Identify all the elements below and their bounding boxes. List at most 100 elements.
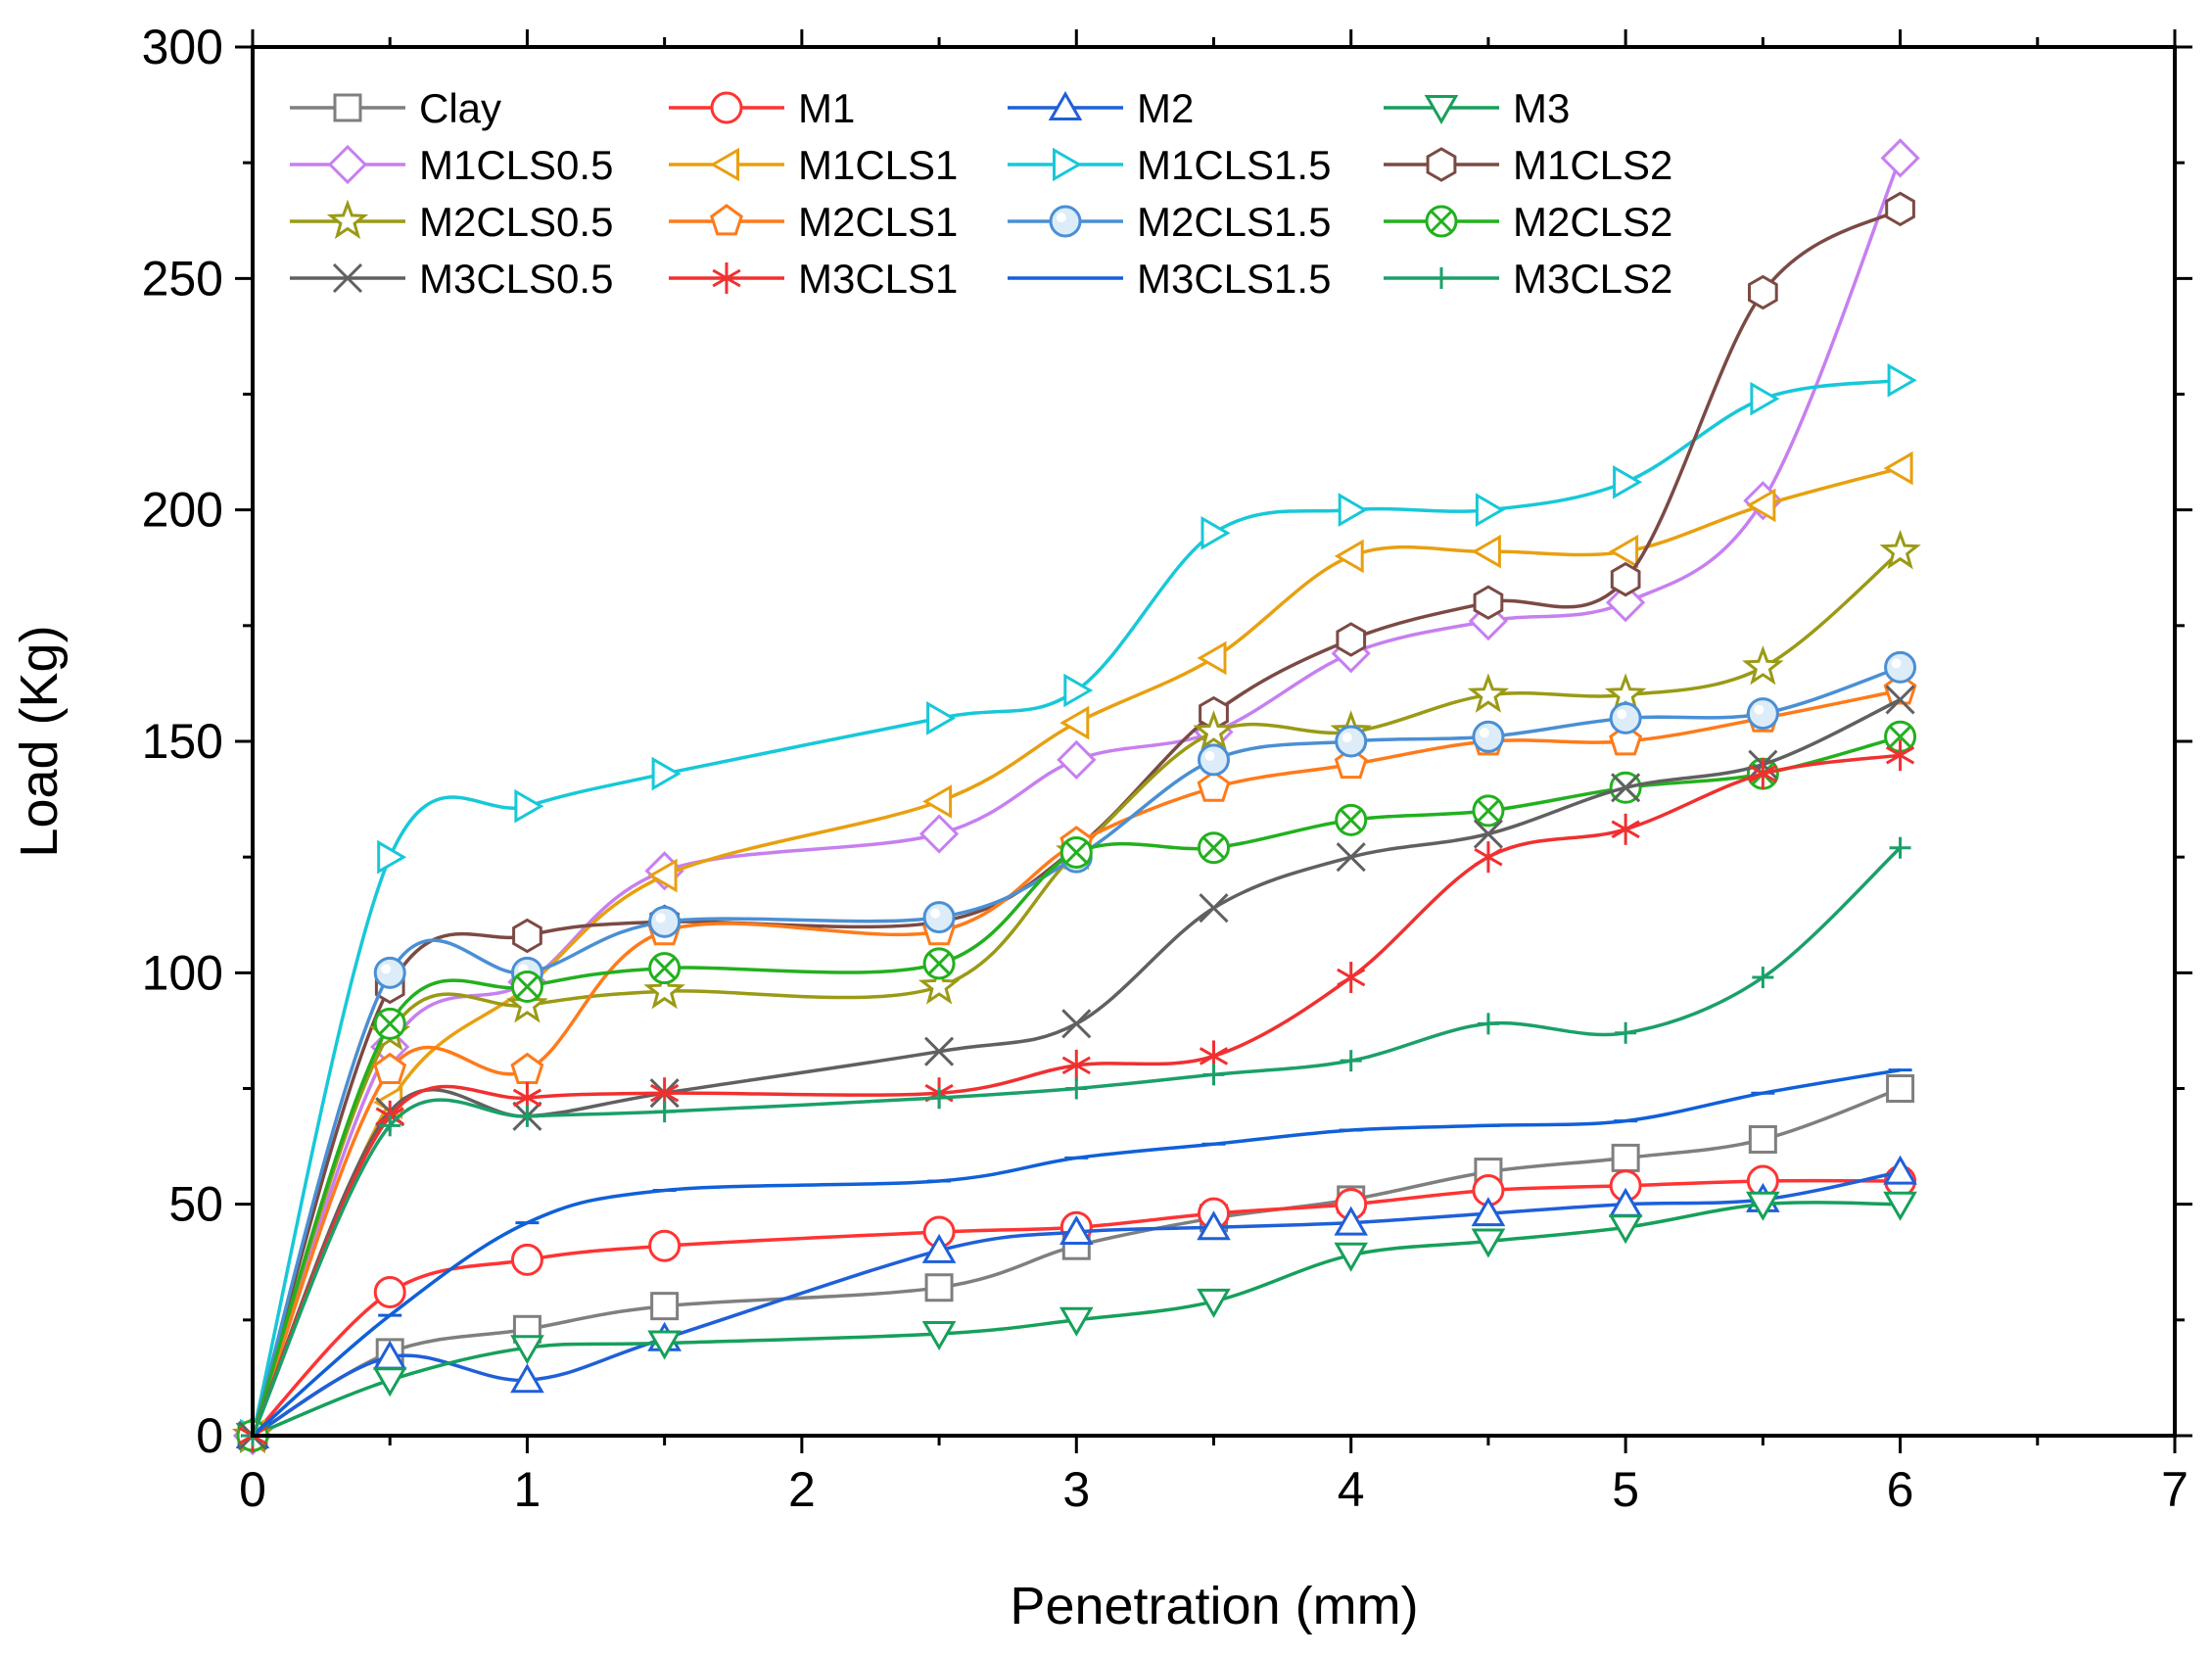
x-tick-label: 5 [1612, 1462, 1639, 1517]
data-point-m3cls2 [379, 1114, 401, 1137]
series-m3cls0-5 [237, 685, 1915, 1451]
data-point-m3 [1059, 1306, 1094, 1337]
legend-label: M1CLS2 [1513, 142, 1672, 188]
data-point-m3cls2 [928, 1086, 951, 1109]
data-point-m1cls1-5 [1887, 363, 1917, 398]
data-point-m3cls2 [1065, 1077, 1088, 1100]
data-point-m2 [510, 1363, 544, 1394]
legend-item: M3CLS0.5 [290, 256, 613, 302]
data-point-m3cls0-5 [1061, 1009, 1092, 1039]
legend-marker [712, 262, 741, 294]
legend-label: M2CLS1.5 [1137, 199, 1331, 245]
y-tick-label: 150 [142, 714, 223, 769]
data-point-m1 [648, 1229, 682, 1262]
tick-labels: 0 1 2 3 4 5 6 7 0 50 100 150 200 250 300 [142, 20, 2188, 1517]
x-tick-label: 6 [1887, 1462, 1914, 1517]
legend-item: M3CLS1 [669, 256, 958, 302]
data-point-m3cls2 [1615, 1021, 1637, 1044]
data-point-m3 [372, 1367, 407, 1397]
data-point-m3 [1883, 1191, 1917, 1221]
legend-item: M2 [1008, 85, 1194, 131]
data-point-m2cls1-5 [1472, 720, 1505, 753]
data-point-m2cls2 [1198, 831, 1230, 865]
x-tick-label: 2 [788, 1462, 816, 1517]
data-point-m3cls1 [1611, 813, 1640, 845]
data-point-m2cls1-5 [1609, 701, 1642, 734]
data-point-m2cls2 [648, 952, 682, 985]
data-point-clay [924, 1273, 954, 1302]
data-point-m3cls2 [653, 1101, 676, 1123]
data-point-m2cls2 [1059, 835, 1093, 869]
data-point-m1cls1 [1883, 450, 1913, 486]
data-point-m1cls1-5 [1200, 516, 1231, 550]
data-point-m2cls2 [510, 971, 543, 1004]
data-point-m1cls1 [1746, 488, 1776, 523]
data-point-m2cls1-5 [1884, 650, 1917, 684]
data-point-m2cls1-5 [648, 905, 682, 938]
data-point-m1cls1-5 [514, 788, 544, 824]
data-point-m1cls1-5 [926, 700, 957, 735]
data-point-m3cls1 [1748, 758, 1777, 790]
data-point-m2cls0-5 [643, 969, 685, 1010]
legend-marker [1431, 267, 1452, 289]
data-point-m1cls1 [1609, 534, 1639, 569]
data-point-m2cls0-5 [506, 983, 548, 1023]
legend-item: M2CLS0.5 [290, 199, 613, 245]
data-point-m2 [1059, 1214, 1094, 1245]
data-point-m1cls2 [1473, 585, 1504, 620]
data-point-m3cls0-5 [1885, 685, 1915, 715]
x-axis-title: Penetration (mm) [1010, 1577, 1418, 1635]
legend-label: M3CLS1 [798, 256, 958, 302]
data-point-m3cls1 [1474, 841, 1503, 874]
legend-label: M1CLS0.5 [419, 142, 613, 188]
legend-marker [326, 199, 369, 240]
data-point-m1cls0-5 [1057, 739, 1097, 781]
legend-marker [710, 204, 743, 236]
data-point-m2cls0-5 [1193, 710, 1235, 750]
x-tick-label: 7 [2161, 1462, 2188, 1517]
legend-label: M1CLS1 [798, 142, 958, 188]
data-point-m2cls2 [922, 947, 956, 980]
data-point-m3 [1197, 1288, 1231, 1318]
data-point-m3 [1334, 1242, 1368, 1272]
data-point-m3cls2 [1202, 1064, 1225, 1086]
series-line-m3cls2 [251, 846, 1902, 1437]
series-m1cls1 [235, 450, 1913, 1453]
data-point-m3cls1 [1061, 1049, 1091, 1081]
data-point-m2cls1 [1883, 673, 1917, 705]
x-tick-label: 0 [239, 1462, 266, 1517]
data-point-m1cls1 [1197, 640, 1227, 676]
legend-item: M1CLS2 [1384, 142, 1672, 188]
data-point-m2 [921, 1233, 957, 1263]
data-point-m2 [1883, 1155, 1917, 1185]
data-point-m3cls2 [1340, 1050, 1362, 1072]
legend-marker [1426, 147, 1457, 182]
legend-marker [333, 93, 362, 122]
legend-item: M1CLS1 [669, 142, 958, 188]
x-tick-label: 4 [1338, 1462, 1365, 1517]
data-point-m2cls1 [1334, 746, 1368, 780]
legend-label: M2CLS2 [1513, 199, 1672, 245]
series-m3cls2 [242, 836, 1911, 1446]
data-point-m3cls0-5 [1336, 842, 1366, 873]
data-point-m1cls1-5 [1475, 493, 1505, 527]
data-point-m1cls1-5 [1750, 381, 1780, 416]
legend-marker [327, 144, 368, 185]
y-tick-label: 100 [142, 945, 223, 1000]
data-point-m2cls2 [373, 1007, 406, 1040]
data-point-m2cls0-5 [1467, 673, 1510, 713]
data-point-m2cls1 [1197, 770, 1231, 802]
data-point-m1cls2 [1336, 622, 1367, 657]
data-point-m3cls0-5 [924, 1036, 955, 1066]
y-tick-label: 0 [196, 1408, 223, 1463]
data-point-m1cls1 [647, 858, 678, 893]
legend-label: M3CLS1.5 [1137, 256, 1331, 302]
data-point-m3cls2 [1477, 1013, 1499, 1035]
legend-label: M3CLS0.5 [419, 256, 613, 302]
legend-marker [1424, 95, 1459, 125]
data-point-m1cls1 [922, 784, 953, 819]
legend-item: M2CLS1.5 [1008, 199, 1331, 245]
data-point-m2cls1-5 [373, 956, 406, 989]
data-point-m3 [1471, 1228, 1506, 1258]
data-point-m2cls1 [1609, 724, 1643, 756]
